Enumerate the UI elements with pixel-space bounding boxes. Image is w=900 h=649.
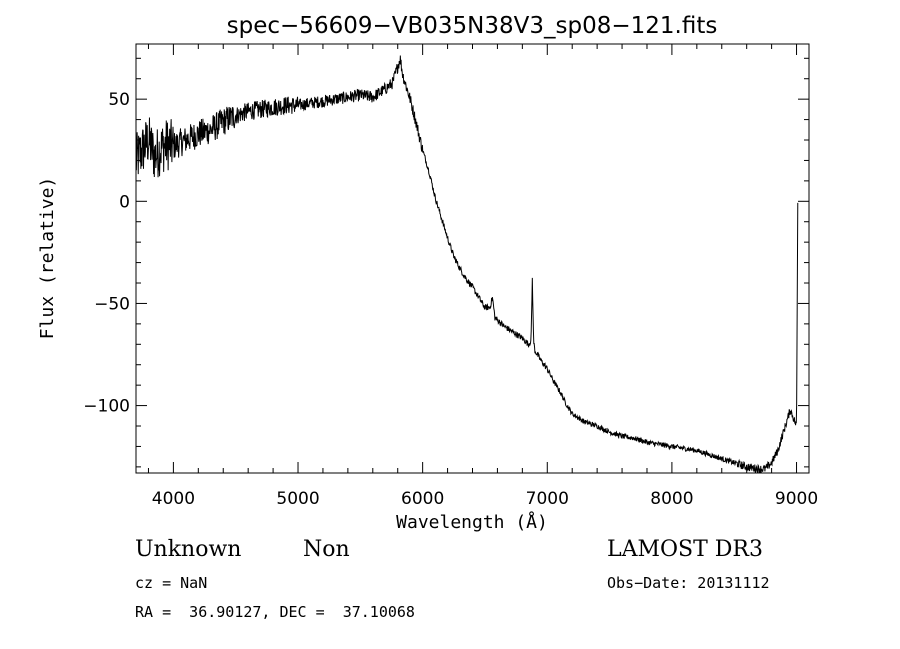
- x-tick-label: 4000: [152, 489, 195, 509]
- x-axis: 4000 5000 6000 7000 8000 9000: [147, 44, 818, 509]
- y-tick-label: 0: [119, 192, 130, 212]
- x-tick-label: 7000: [526, 489, 569, 509]
- y-tick-label: −50: [94, 294, 130, 314]
- survey-label: LAMOST DR3: [607, 537, 763, 562]
- y-axis: 50 0 −50 −100: [83, 57, 809, 468]
- series-layer: [136, 55, 799, 473]
- y-axis-label: Flux (relative): [37, 177, 58, 340]
- x-tick-label: 5000: [276, 489, 319, 509]
- redshift-line: cz = NaN: [135, 574, 208, 592]
- y-tick-label: −100: [83, 397, 130, 417]
- coordinates-line: RA = 36.90127, DEC = 37.10068: [135, 603, 415, 621]
- x-tick-label: 6000: [401, 489, 444, 509]
- flux-series-line: [136, 55, 799, 473]
- chart-title: spec−56609−VB035N38V3_sp08−121.fits: [227, 13, 718, 39]
- classification-label: Unknown: [135, 537, 242, 562]
- subclass-label: Non: [303, 537, 350, 562]
- x-axis-label: Wavelength (Å): [396, 511, 548, 533]
- x-tick-label: 8000: [650, 489, 693, 509]
- obs-date-line: Obs−Date: 20131112: [607, 574, 770, 592]
- x-tick-label: 9000: [775, 489, 818, 509]
- y-tick-label: 50: [108, 90, 130, 110]
